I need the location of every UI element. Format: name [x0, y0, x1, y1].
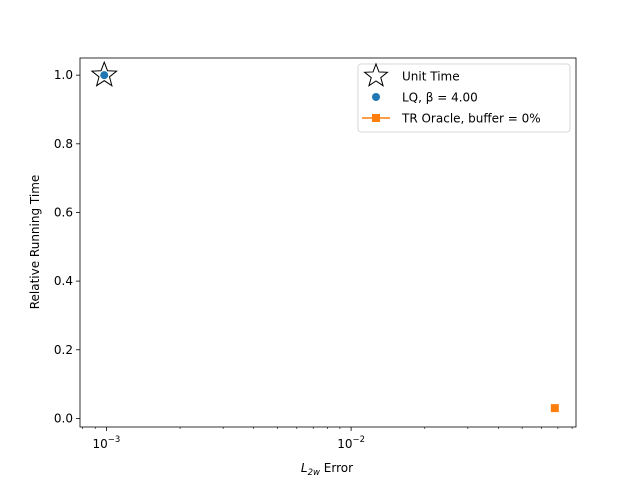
y-tick-label-1: 0.2: [54, 343, 73, 357]
x-axis-label: L2w Error: [301, 461, 353, 478]
plot-area: [79, 57, 577, 428]
legend-label-2: TR Oracle, buffer = 0%: [401, 112, 541, 126]
data-point-2-0: [550, 404, 559, 413]
y-tick-label-2: 0.4: [54, 274, 73, 288]
data-point-1-0: [100, 71, 109, 80]
legend-handle-1: [372, 93, 380, 101]
legend-label-0: Unit Time: [402, 70, 460, 84]
y-tick-label-5: 1.0: [54, 68, 73, 82]
axes-frame: [79, 57, 577, 428]
legend-label-1: LQ, β = 4.00: [402, 91, 478, 105]
y-tick-label-0: 0.0: [54, 411, 73, 425]
x-tick-label-1: 10−2: [337, 435, 365, 451]
y-tick-label-4: 0.8: [54, 137, 73, 151]
legend-handle-0: [363, 62, 389, 87]
legend-handle-2: [362, 114, 390, 122]
x-tick-label-0: 10−3: [92, 435, 120, 451]
y-axis-label: Relative Running Time: [28, 175, 42, 310]
legend: Unit Time LQ, β = 4.00 TR Oracle, buffer =…: [357, 62, 571, 133]
y-tick-label-3: 0.6: [54, 205, 73, 219]
legend-box: [357, 63, 571, 133]
axis-ticks: 0.0 0.2 0.4 0.6 0.8 1.0 10−3 10−2: [54, 68, 573, 451]
